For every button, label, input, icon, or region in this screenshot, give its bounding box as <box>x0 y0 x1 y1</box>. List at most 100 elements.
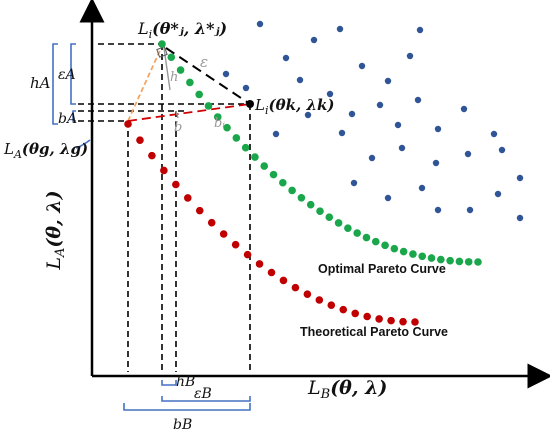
optimal-curve-point <box>297 193 306 202</box>
scatter-point <box>296 76 304 84</box>
scatter-point <box>434 206 442 214</box>
epsilon-annotation: ε <box>200 53 208 71</box>
optimal-curve-point <box>371 237 380 246</box>
scatter-point <box>272 130 280 138</box>
point-k <box>246 100 254 108</box>
optimal-curve-point <box>316 207 324 215</box>
theoretical-curve-point <box>351 309 360 318</box>
theoretical-curve-point <box>255 260 264 268</box>
scatter-point <box>516 214 524 222</box>
optimal-curve-point <box>325 213 334 222</box>
theoretical-curve-point <box>411 318 419 326</box>
hA-label: hA <box>30 74 51 92</box>
theoretical-curve-point <box>375 315 383 323</box>
epsB-bracket <box>161 396 251 402</box>
optimal-curve-point <box>251 153 259 161</box>
scatter-point <box>490 130 498 138</box>
scatter-point <box>304 111 312 119</box>
feasible-points <box>222 20 524 222</box>
b-annotation: b <box>174 120 182 135</box>
scatter-point <box>516 174 524 182</box>
optimal-curve-point <box>279 178 287 187</box>
theoretical-curve-point <box>267 268 276 277</box>
theoretical-curve-point <box>172 180 180 189</box>
scatter-point <box>336 25 344 33</box>
hB-bracket <box>161 380 177 386</box>
scatter-point <box>466 206 474 214</box>
theoretical-curve-point <box>148 151 156 160</box>
optimal-curve-point <box>232 134 241 142</box>
theoretical-curve-point <box>363 312 371 321</box>
optimal-curve-label: Optimal Pareto Curve <box>318 262 446 276</box>
scatter-point <box>358 62 366 70</box>
optimal-pareto-curve <box>158 40 482 266</box>
left-brackets <box>52 43 91 149</box>
theoretical-curve-point <box>399 317 407 326</box>
b-segment <box>175 110 179 119</box>
optimal-curve-point <box>437 255 445 264</box>
scatter-point <box>494 190 502 198</box>
theoretical-curve-point <box>136 136 144 144</box>
optimal-curve-point <box>353 229 361 237</box>
optimal-curve-point <box>381 241 389 250</box>
epsilon-line <box>165 47 251 105</box>
optimal-curve-point <box>344 224 352 232</box>
bB-label: bB <box>173 417 192 433</box>
orange-line <box>127 45 163 122</box>
theoretical-curve-point <box>231 240 240 249</box>
g-point-label: LA(θg, λg) <box>3 140 88 161</box>
y-axis-label: LA(θ, λ) <box>43 190 68 270</box>
svg-text:LA(θ, λ): LA(θ, λ) <box>43 190 68 270</box>
optimal-curve-point <box>334 219 343 227</box>
theoretical-curve-point <box>195 206 204 215</box>
scatter-point <box>222 70 230 78</box>
hA-bracket <box>52 43 58 125</box>
optimal-curve-point <box>306 200 315 209</box>
theoretical-curve-point <box>387 316 395 325</box>
g-pointer <box>75 139 91 149</box>
red-line <box>127 103 251 122</box>
scatter-point <box>256 20 264 28</box>
theoretical-curve-point <box>124 120 132 128</box>
h-annotation: h <box>170 70 178 85</box>
theoretical-curve-point <box>327 301 336 309</box>
optimal-curve-point <box>269 170 278 179</box>
x-axis-label: LB(θ, λ) <box>307 377 387 402</box>
optimal-curve-point <box>464 258 473 266</box>
optimal-curve-point <box>167 53 176 62</box>
optimal-curve-point <box>455 257 464 266</box>
theoretical-pareto-curve <box>124 120 419 326</box>
scatter-point <box>310 36 318 44</box>
scatter-point <box>460 105 468 113</box>
scatter-point <box>384 194 392 202</box>
theoretical-curve-point <box>160 166 168 175</box>
theoretical-curve-point <box>339 305 348 314</box>
optimal-curve-point <box>241 143 250 152</box>
scatter-point <box>432 159 440 167</box>
scatter-point <box>348 110 356 118</box>
scatter-point <box>498 146 506 154</box>
epsA-label: εA <box>58 67 76 83</box>
bB-bracket <box>123 403 251 411</box>
optimal-curve-point <box>474 258 482 266</box>
optimal-curve-point <box>186 78 194 87</box>
optimal-curve-point <box>390 244 399 253</box>
optimal-curve-point <box>223 123 231 132</box>
scatter-point <box>406 52 414 60</box>
scatter-point <box>242 84 250 92</box>
theoretical-curve-point <box>183 194 192 202</box>
star-point-label: Li(θ*ⱼ, λ*ⱼ) <box>137 19 227 41</box>
optimal-curve-point <box>260 162 269 170</box>
optimal-curve-point <box>409 250 417 258</box>
scatter-point <box>282 54 290 62</box>
dashed-guides <box>78 43 251 372</box>
epsA-bracket <box>70 43 76 105</box>
scatter-point <box>376 101 384 109</box>
k-point-label: Li(θk, λk) <box>254 96 334 117</box>
scatter-point <box>398 144 406 152</box>
bi-annotation: bᵢ <box>214 116 225 131</box>
scatter-point <box>326 90 334 98</box>
theoretical-curve-label: Theoretical Pareto Curve <box>300 325 448 339</box>
